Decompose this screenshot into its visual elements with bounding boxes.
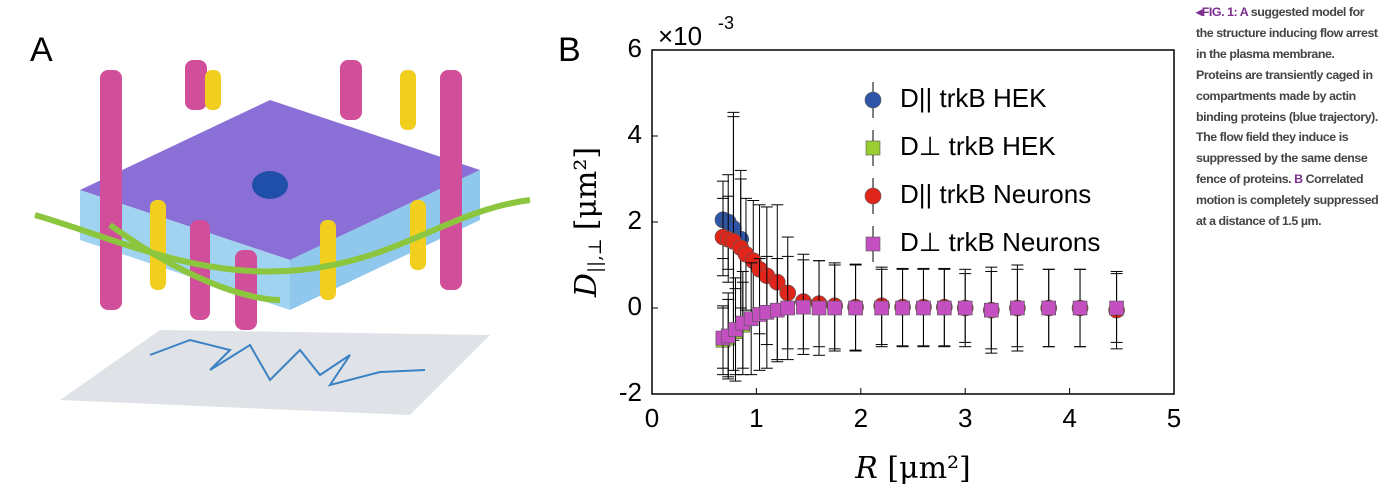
x-tick-label: 0 [645, 403, 659, 433]
data-point [1010, 300, 1025, 316]
caption-text: Correlated motion is completely suppress… [1196, 172, 1379, 229]
data-point [811, 300, 827, 316]
x-tick-label: 2 [854, 403, 868, 433]
legend-label: D⊥ trkB HEK [900, 131, 1056, 161]
floor [60, 330, 490, 415]
panel-label: A [30, 31, 53, 69]
data-point [874, 300, 889, 316]
caption-letter: B [1294, 172, 1303, 187]
y-multiplier: ×10 [658, 21, 702, 51]
trajectory [149, 338, 426, 387]
data-point [895, 300, 910, 316]
x-tick-label: 3 [958, 403, 972, 433]
x-tick-label: 1 [749, 403, 763, 433]
y-axis-label: D||,⊥ [μm²] [569, 147, 606, 298]
panel-label: B [558, 31, 581, 69]
data-point [796, 299, 811, 315]
legend-marker [865, 236, 881, 252]
x-axis-label: R [μm²] [854, 451, 971, 486]
data-point [937, 300, 952, 316]
y-tick-label: 4 [628, 119, 642, 149]
y-label-unit: [μm²] [569, 147, 604, 230]
legend-marker [865, 140, 881, 156]
caption-letter: A [1239, 5, 1248, 19]
legend-label: D|| trkB HEK [900, 83, 1047, 113]
proteins [150, 70, 426, 300]
y-multiplier-exponent: -3 [718, 13, 734, 33]
legend-marker [864, 91, 882, 109]
legend-label: D⊥ trkB Neurons [900, 227, 1100, 257]
actin [34, 197, 531, 275]
x-label-unit: [μm²] [887, 451, 970, 486]
data-point [1041, 300, 1057, 316]
data-point [1072, 300, 1088, 316]
y-tick-label: -2 [619, 377, 642, 407]
actin [108, 222, 281, 303]
legend-marker [864, 187, 882, 205]
x-tick-label: 4 [1062, 403, 1076, 433]
protein [252, 171, 288, 199]
caption-label: FIG. 1: [1201, 5, 1238, 19]
y-label-symbol: D [569, 273, 604, 298]
data-point [957, 300, 973, 316]
data-point [827, 300, 843, 316]
illustration: A [30, 31, 531, 415]
data-point [780, 300, 796, 316]
data-point [848, 300, 863, 316]
proteins [100, 60, 462, 330]
y-tick-label: 0 [628, 291, 642, 321]
y-label-subscript: ||,⊥ [585, 238, 606, 273]
x-label-symbol: R [854, 451, 878, 486]
membrane-side [290, 170, 480, 310]
caption: ◂FIG. 1: A suggested model for the struc… [1196, 2, 1382, 232]
x-tick-label: 5 [1167, 403, 1181, 433]
data-point [916, 300, 931, 316]
caption-arrow: ◂ [1196, 5, 1202, 19]
data-point [983, 302, 999, 318]
y-tick-label: 2 [628, 205, 642, 235]
legend-label: D|| trkB Neurons [900, 179, 1091, 209]
y-tick-label: 6 [628, 33, 642, 63]
caption-text: suggested model for the structure induci… [1196, 5, 1378, 187]
data-point [1109, 300, 1124, 316]
